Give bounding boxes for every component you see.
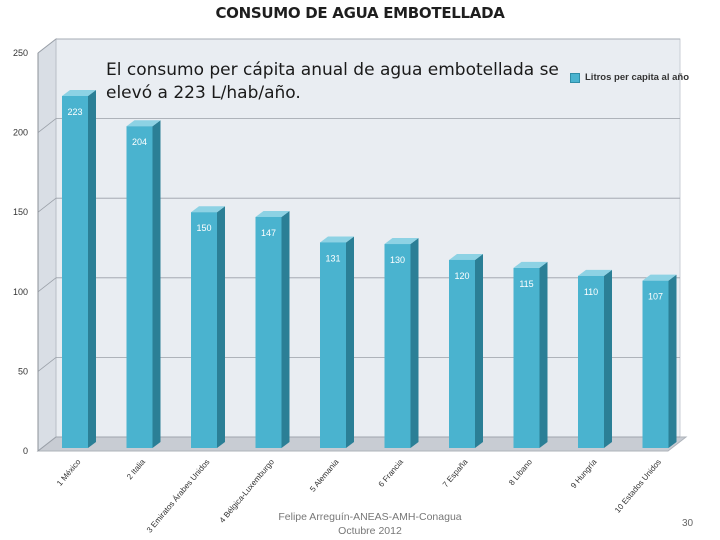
bar-top (255, 210, 290, 217)
footer-author: Felipe Arreguín-ANEAS-AMH-Conagua (278, 511, 462, 523)
bar-front (642, 280, 669, 448)
x-tick-label: 7 España (441, 457, 470, 489)
gridline-depth (37, 38, 57, 54)
chart-side-wall (37, 37, 57, 453)
bar-top (642, 274, 677, 281)
bar-front (62, 95, 88, 448)
x-tick-label: 10 Estados Unidos (613, 458, 663, 515)
bar-side (668, 274, 677, 448)
bar-value-label: 223 (67, 107, 82, 117)
x-tick-label: 3 Emiratos Árabes Unidos (145, 458, 212, 535)
gridline-depth (37, 197, 57, 213)
bar-front (320, 242, 346, 448)
bar-side (410, 238, 419, 448)
page-number: 30 (682, 518, 694, 529)
bar (191, 206, 225, 448)
footer-date: Octubre 2012 (338, 525, 402, 537)
bar-value-label: 131 (325, 253, 340, 263)
bar-top (384, 238, 419, 245)
bar (384, 238, 419, 448)
y-tick-label: 0 (23, 446, 28, 456)
y-tick-label: 250 (13, 48, 28, 58)
bar-top (513, 261, 548, 268)
x-tick-label: 5 Alemania (308, 457, 341, 494)
bar-top (62, 89, 96, 96)
bar (255, 210, 290, 448)
y-tick-label: 50 (18, 366, 28, 376)
bar (513, 261, 548, 448)
bar (126, 120, 161, 449)
y-tick-label: 100 (13, 287, 28, 297)
bar-side (346, 236, 354, 448)
bar (642, 274, 677, 448)
bar-value-label: 150 (196, 223, 211, 233)
bar-front (255, 216, 282, 448)
gridline-depth (37, 436, 57, 452)
bar-top (126, 120, 161, 127)
bar-side (475, 253, 483, 448)
bar (449, 253, 483, 448)
bar-value-label: 120 (454, 271, 469, 281)
bar-value-label: 110 (584, 287, 598, 297)
bar-side (88, 89, 96, 448)
bar-front (191, 212, 217, 448)
x-tick-label: 6 Francia (377, 457, 406, 489)
bar-front (449, 259, 475, 448)
bar (320, 236, 354, 448)
legend-swatch (570, 72, 580, 83)
bar-side (217, 206, 225, 448)
slide-title: CONSUMO DE AGUA EMBOTELLADA (215, 4, 505, 22)
bar-top (449, 253, 483, 260)
gridline-depth (37, 357, 57, 372)
bar-side (539, 261, 548, 448)
y-tick-label: 150 (13, 207, 28, 217)
slide-footer: Felipe Arreguín-ANEAS-AMH-Conagua Octubr… (260, 510, 480, 538)
bar-value-label: 147 (261, 228, 276, 238)
bar-top (191, 206, 225, 213)
bar-front (384, 244, 411, 448)
bar (578, 269, 612, 448)
x-tick-label: 8 Líbano (507, 457, 534, 487)
bar-front (126, 126, 153, 449)
bar-value-label: 115 (519, 279, 533, 289)
bar-front (513, 267, 540, 448)
y-tick-label: 200 (13, 128, 28, 138)
bar-side (604, 269, 612, 448)
bar (62, 89, 96, 448)
legend-label: Litros per capita al año (585, 72, 689, 83)
bar-value-label: 107 (648, 292, 663, 302)
gridline-depth (37, 277, 57, 293)
bar-side (281, 210, 290, 448)
chart-subtitle: El consumo per cápita anual de agua embo… (106, 60, 559, 103)
x-tick-label: 2 Italia (125, 457, 147, 481)
bar-front (578, 275, 604, 448)
x-tick-label: 9 Hungría (569, 457, 599, 490)
bar-top (320, 236, 354, 243)
x-tick-label: 1 México (55, 457, 83, 488)
chart-legend: Litros per capita al año (570, 72, 689, 83)
bar-top (578, 269, 612, 276)
bar-side (152, 120, 161, 449)
gridline-depth (37, 118, 57, 133)
bar-value-label: 204 (132, 137, 147, 147)
bar-value-label: 130 (390, 255, 405, 265)
